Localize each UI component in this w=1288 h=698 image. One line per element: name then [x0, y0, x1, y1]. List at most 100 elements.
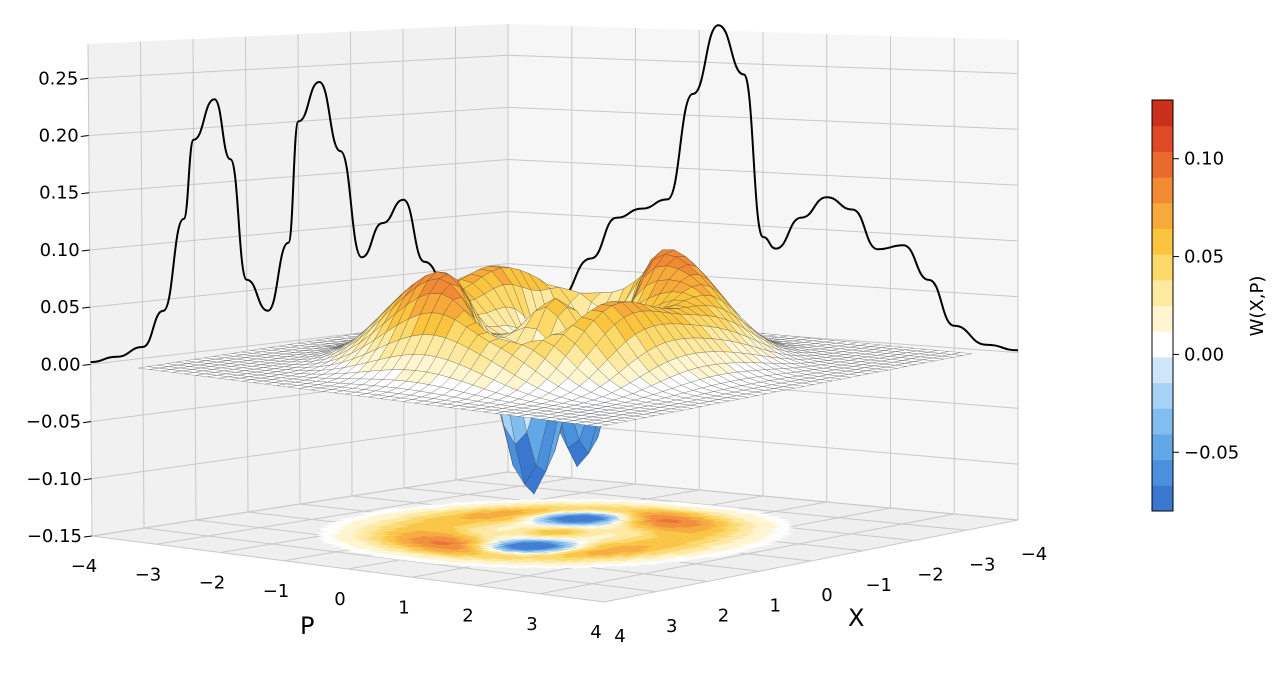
z-axis-ticks: −0.15 −0.10 −0.05 0.00 0.05 0.10 0.15 0.20 0.25 [26, 68, 93, 547]
x-tick-label: 0 [821, 585, 832, 606]
colorbar-tick-label: 0.05 [1184, 247, 1224, 268]
p-tick-label: −2 [199, 573, 226, 594]
p-tick-label: 4 [590, 622, 601, 643]
p-tick-label: −3 [135, 564, 162, 585]
grid-line [88, 54, 509, 79]
colorbar-band [1152, 382, 1173, 409]
grid-line [507, 263, 1019, 298]
grid-line [603, 519, 1019, 603]
colorbar-band [1152, 485, 1173, 512]
z-tick-mark [82, 363, 91, 366]
grid-line [140, 41, 145, 529]
x-axis-label: X [848, 604, 864, 632]
z-tick-mark [80, 77, 89, 80]
colorbar-band [1152, 177, 1173, 204]
colorbar-band [1152, 254, 1173, 281]
grid-line [192, 38, 197, 521]
colorbar-tick-label: 0.00 [1184, 344, 1224, 365]
z-tick-mark [82, 306, 91, 309]
contour-cell [486, 565, 500, 568]
contour-cell [706, 555, 721, 558]
grid-line [91, 419, 509, 480]
grid-line [507, 54, 1019, 74]
grid-line [455, 26, 457, 481]
z-tick-mark [83, 535, 93, 538]
colorbar-band [1152, 279, 1173, 306]
contour-cell [580, 565, 594, 569]
p-tick-label: 1 [398, 597, 409, 618]
contour-cell [506, 565, 521, 569]
contour-cell [465, 564, 480, 567]
z-tick-label: 0.00 [41, 354, 81, 375]
colorbar-band [1152, 202, 1173, 229]
contour-cell [430, 561, 444, 565]
z-tick-mark [81, 249, 90, 252]
contour-cell [670, 559, 684, 563]
p-tick-label: 3 [526, 614, 537, 635]
colorbar-tick-label: −0.05 [1184, 442, 1239, 463]
z-tick-label: −0.10 [26, 469, 81, 490]
z-tick-mark [83, 478, 92, 481]
x-tick-label: 3 [666, 616, 677, 637]
colorbar-label: W(X,P) [1247, 276, 1268, 337]
p-tick-label: −4 [71, 556, 98, 577]
grid-line [90, 263, 509, 308]
p-axis-ticks: −4 −3 −2 −1 0 1 2 3 4 [71, 556, 602, 643]
grid-line [87, 43, 93, 537]
grid-line [507, 211, 1019, 242]
colorbar-band [1152, 408, 1173, 435]
grid-line [89, 211, 509, 251]
colorbar-band [1152, 125, 1173, 152]
grid-line [507, 106, 1019, 130]
z-tick-mark [80, 135, 89, 138]
x-tick-label: 1 [770, 595, 781, 616]
contour-cell [593, 565, 607, 569]
contour-cell [553, 566, 568, 569]
x-tick-label: 4 [614, 626, 625, 647]
contour-cell [612, 564, 626, 567]
contour-cell [645, 562, 659, 566]
z-tick-label: 0.25 [38, 68, 78, 89]
contour-cell [520, 565, 534, 569]
floor-contour-projection [315, 498, 795, 569]
surface-patch [587, 423, 609, 427]
x-tick-label: −1 [865, 575, 892, 596]
p-tick-label: −1 [263, 581, 290, 602]
colorbar-band [1152, 151, 1173, 178]
z-tick-label: 0.20 [39, 126, 79, 147]
marginal-curve-x [507, 24, 1019, 352]
wigner-surface [138, 249, 972, 495]
x-tick-label: −3 [969, 554, 996, 575]
grid-line [539, 513, 955, 595]
z-tick-mark [81, 192, 90, 195]
grid-line [455, 479, 967, 531]
p-tick-label: 2 [462, 606, 473, 627]
z-tick-label: −0.05 [26, 412, 81, 433]
grid-line [350, 31, 353, 497]
p-axis-label: P [300, 612, 314, 640]
grid-line [245, 36, 249, 513]
x-tick-label: −2 [917, 565, 944, 586]
marginal-curve-p [90, 80, 509, 364]
grid-line [297, 33, 301, 505]
x-axis-ticks: −4 −3 −2 −1 0 1 2 3 4 [614, 544, 1047, 647]
colorbar: −0.05 0.00 0.05 0.10 W(X,P) [1151, 99, 1268, 512]
contour-cell [540, 566, 554, 569]
z-tick-mark [83, 421, 92, 424]
z-tick-label: 0.10 [40, 240, 80, 261]
grid-line [89, 158, 509, 194]
colorbar-band [1152, 356, 1173, 384]
grid-line [507, 471, 1019, 521]
colorbar-tick-label: 0.10 [1184, 149, 1224, 170]
colorbar-band [1152, 433, 1173, 461]
z-tick-label: 0.05 [40, 297, 80, 318]
colorbar-ticks: −0.05 0.00 0.05 0.10 [1173, 149, 1239, 463]
colorbar-strip [1152, 100, 1173, 512]
z-tick-label: 0.15 [39, 183, 79, 204]
colorbar-band [1152, 305, 1173, 332]
grid-line [507, 158, 1019, 186]
grid-line [402, 28, 405, 489]
contour-cell [567, 565, 581, 569]
x-tick-label: −4 [1021, 544, 1048, 565]
